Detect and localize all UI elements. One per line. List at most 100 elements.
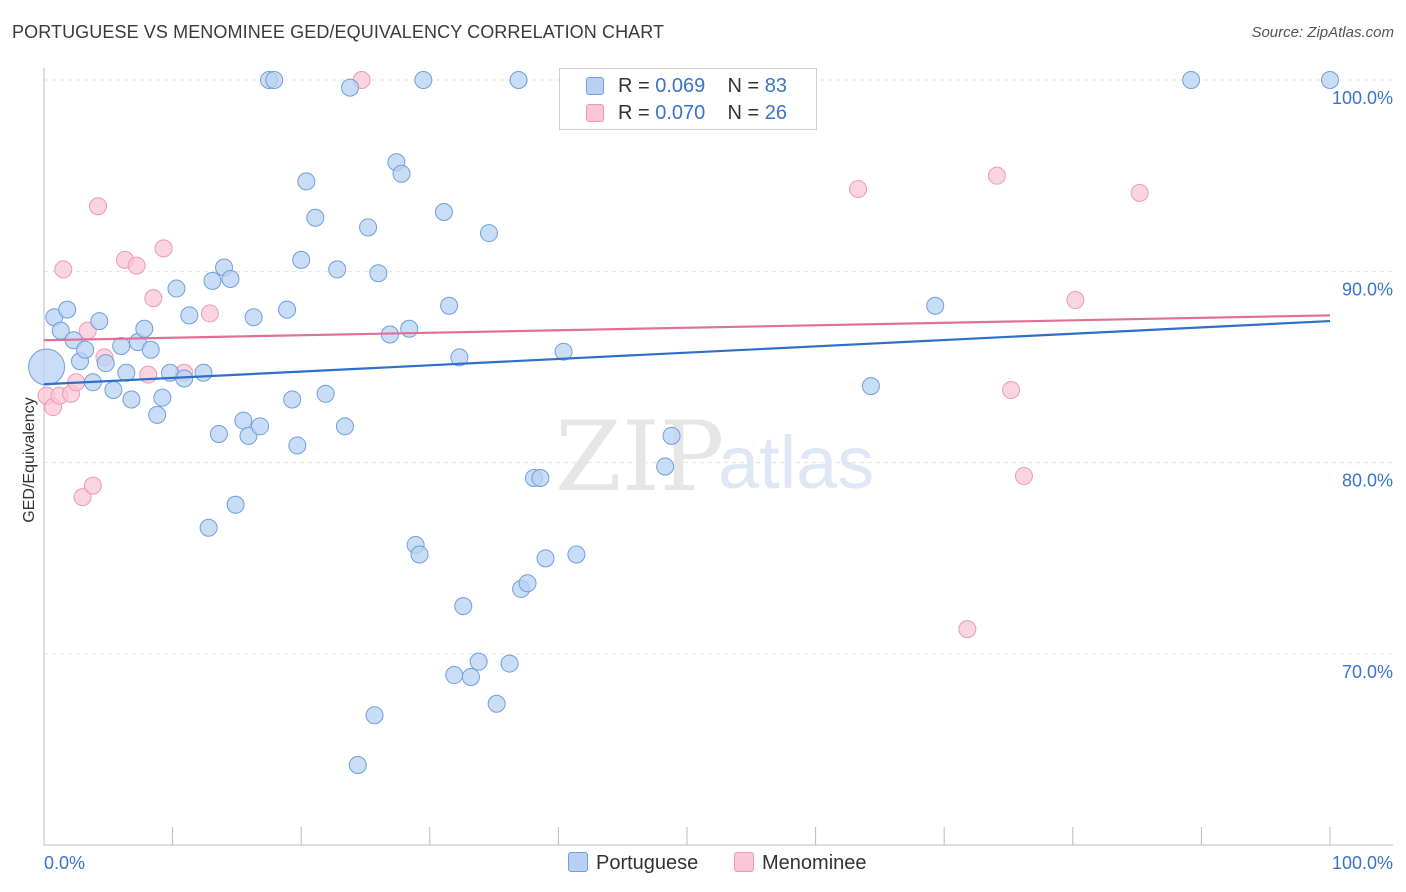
portuguese-point [226,495,245,514]
watermark-atlas: atlas [718,421,874,504]
portuguese-point [122,390,141,409]
menominee-point [200,304,219,323]
portuguese-point [292,250,311,269]
menominee-points [37,71,1149,639]
y-tick-label: 80.0% [1342,471,1393,491]
portuguese-point [487,694,506,713]
portuguese-point [167,279,186,298]
portuguese-point [203,271,222,290]
portuguese-point [434,203,453,222]
menominee-point [987,166,1006,185]
portuguese-point [1321,71,1339,89]
x-tick-label-min: 0.0% [44,853,85,873]
portuguese-point [479,224,498,243]
bottom-legend-menominee[interactable]: Menominee [734,852,867,875]
portuguese-point [369,264,388,283]
portuguese-point [341,78,360,97]
portuguese-point [509,71,528,89]
portuguese-point [450,348,469,367]
portuguese-point [278,300,297,319]
portuguese-point [251,417,270,436]
portuguese-point [392,164,411,183]
portuguese-point [288,436,307,455]
menominee-point [958,620,977,639]
portuguese-point [283,390,302,409]
portuguese-point [90,312,109,331]
menominee-r-value: 0.070 [655,102,706,124]
portuguese-point [234,411,253,430]
portuguese-point [926,296,945,315]
y-axis-label: GED/Equivalency [21,397,38,522]
trend-lines [43,314,1331,386]
portuguese-point [297,172,316,191]
portuguese-point [567,545,586,564]
menominee-point [83,476,102,495]
bottom-legend-portuguese[interactable]: Portuguese [568,852,698,875]
gridlines [44,79,1393,655]
portuguese-r-label: R = [618,75,656,97]
axes [43,68,1393,846]
portuguese-trend-line [43,319,1331,386]
portuguese-n-value: 83 [764,75,788,97]
menominee-point [154,239,173,258]
menominee-point [144,289,163,308]
menominee-point [89,197,108,216]
portuguese-point [244,308,263,327]
portuguese-point [96,354,115,373]
menominee-legend-label: Menominee [762,852,867,874]
portuguese-point [316,384,335,403]
portuguese-point [239,426,258,445]
menominee-trend-line [43,314,1331,342]
menominee-point [1002,380,1021,399]
portuguese-point [554,342,573,361]
portuguese-point [194,363,213,382]
portuguese-point [656,457,675,476]
portuguese-point [531,468,550,487]
menominee-n-label: N = [727,102,765,124]
portuguese-point [348,755,367,774]
portuguese-point [454,597,473,616]
portuguese-point [209,424,228,443]
watermark-zip: ZIP [555,401,724,513]
menominee-legend-swatch [734,852,754,872]
menominee-point [1130,183,1149,202]
portuguese-point [440,296,459,315]
menominee-point [1014,467,1033,486]
portuguese-point [141,340,160,359]
portuguese-point [662,426,681,445]
portuguese-point [518,574,537,593]
x-tick-label-max: 100.0% [1332,853,1393,873]
chart-title: PORTUGUESE VS MENOMINEE GED/EQUIVALENCY … [12,22,665,42]
portuguese-legend-swatch [568,852,588,872]
portuguese-point [104,380,123,399]
portuguese-point [306,208,325,227]
portuguese-point [117,363,136,382]
portuguese-point [414,71,433,89]
portuguese-point [335,417,354,436]
menominee-point [139,365,158,384]
source-label: Source: ZipAtlas.com [1251,24,1394,41]
portuguese-point [328,260,347,279]
menominee-point [1066,291,1085,310]
menominee-n-value: 26 [764,102,788,124]
watermark: ZIP atlas [555,401,874,513]
portuguese-point [199,518,218,537]
portuguese-point [112,336,131,355]
menominee-point [127,256,146,275]
portuguese-point [221,269,240,288]
portuguese-point [359,218,378,237]
portuguese-legend-label: Portuguese [596,852,699,874]
menominee-point [73,488,92,507]
portuguese-point [58,300,77,319]
portuguese-point [1182,71,1201,89]
portuguese-point [861,377,880,396]
portuguese-point [365,706,384,725]
portuguese-point [400,319,419,338]
portuguese-point [180,306,199,325]
portuguese-point [461,667,480,686]
portuguese-point [445,666,464,685]
stats-legend: R = 0.069 N = 83 R = 0.070 N = 26 [559,68,817,130]
portuguese-point [500,654,519,673]
portuguese-point [153,388,172,407]
portuguese-r-value: 0.069 [655,75,706,97]
